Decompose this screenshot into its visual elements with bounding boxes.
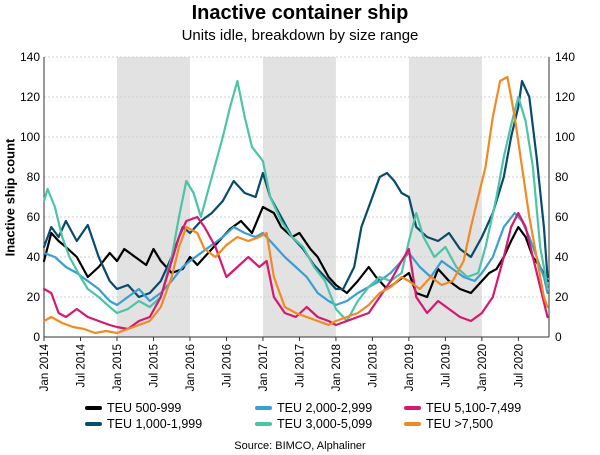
legend-item: TEU 5,100-7,499 [404, 401, 521, 415]
y-tick-label-right: 20 [555, 290, 569, 304]
y-tick-label-right: 80 [555, 170, 569, 184]
legend-label: TEU 2,000-2,999 [277, 401, 373, 415]
y-axis-label: Inactive ship count [2, 138, 18, 257]
x-tick-label: Jul 2014 [75, 343, 87, 387]
source-note: Source: BIMCO, Alphaliner [234, 440, 366, 452]
legend-label: TEU >7,500 [426, 417, 494, 431]
x-tick-label: Jul 2016 [221, 344, 233, 387]
x-tick-label: Jul 2020 [513, 344, 525, 387]
x-tick-label: Jan 2016 [185, 344, 197, 391]
x-tick-label: Jul 2015 [148, 344, 160, 387]
y-tick-label-right: 100 [555, 130, 575, 144]
legend-label: TEU 1,000-1,999 [107, 417, 203, 431]
legend-swatch [85, 406, 102, 410]
legend-swatch [255, 406, 272, 410]
legend-swatch [404, 422, 421, 426]
x-tick-label: Jan 2015 [112, 344, 124, 391]
x-tick-label: Jan 2014 [39, 343, 51, 391]
chart-title: Inactive container ship [191, 2, 409, 24]
y-tick-label-left: 140 [20, 50, 40, 64]
y-tick-label-left: 20 [27, 290, 41, 304]
x-tick-label: Jul 2017 [294, 344, 306, 387]
series-line [42, 75, 549, 335]
shaded-year-band [116, 57, 190, 337]
y-tick-label-right: 120 [555, 90, 575, 104]
shaded-year-band [262, 57, 336, 337]
legend-label: TEU 3,000-5,099 [277, 417, 373, 431]
shaded-year-band [408, 57, 482, 337]
legend-item: TEU >7,500 [404, 417, 493, 431]
legend-item: TEU 500-999 [85, 401, 181, 415]
legend-swatch [85, 422, 102, 426]
y-tick-label-right: 0 [555, 330, 562, 344]
x-tick-label: Jan 2018 [331, 344, 343, 391]
legend-item: TEU 1,000-1,999 [85, 417, 202, 431]
y-tick-label-left: 40 [27, 250, 41, 264]
series-line [42, 205, 549, 299]
series-line [42, 211, 549, 331]
legend-swatch [404, 406, 421, 410]
y-tick-label-left: 100 [20, 130, 40, 144]
y-tick-label-right: 140 [555, 50, 575, 64]
legend-swatch [255, 422, 272, 426]
chart-subtitle: Units idle, breakdown by size range [181, 27, 419, 44]
y-tick-label-right: 60 [555, 210, 569, 224]
legend-label: TEU 500-999 [107, 401, 182, 415]
series-line [42, 211, 549, 307]
y-tick-label-left: 0 [33, 330, 40, 344]
x-tick-label: Jul 2018 [367, 344, 379, 387]
x-tick-label: Jul 2019 [440, 344, 452, 387]
y-tick-label-left: 80 [27, 170, 41, 184]
series-line [42, 79, 549, 323]
y-tick-label-left: 120 [20, 90, 40, 104]
legend-item: TEU 3,000-5,099 [255, 417, 372, 431]
x-tick-label: Jan 2017 [258, 344, 270, 391]
x-tick-label: Jan 2020 [477, 344, 489, 391]
legend-label: TEU 5,100-7,499 [426, 401, 522, 415]
legend-item: TEU 2,000-2,999 [255, 401, 372, 415]
x-tick-label: Jan 2019 [404, 344, 416, 391]
y-tick-label-right: 40 [555, 250, 569, 264]
y-tick-label-left: 60 [27, 210, 41, 224]
